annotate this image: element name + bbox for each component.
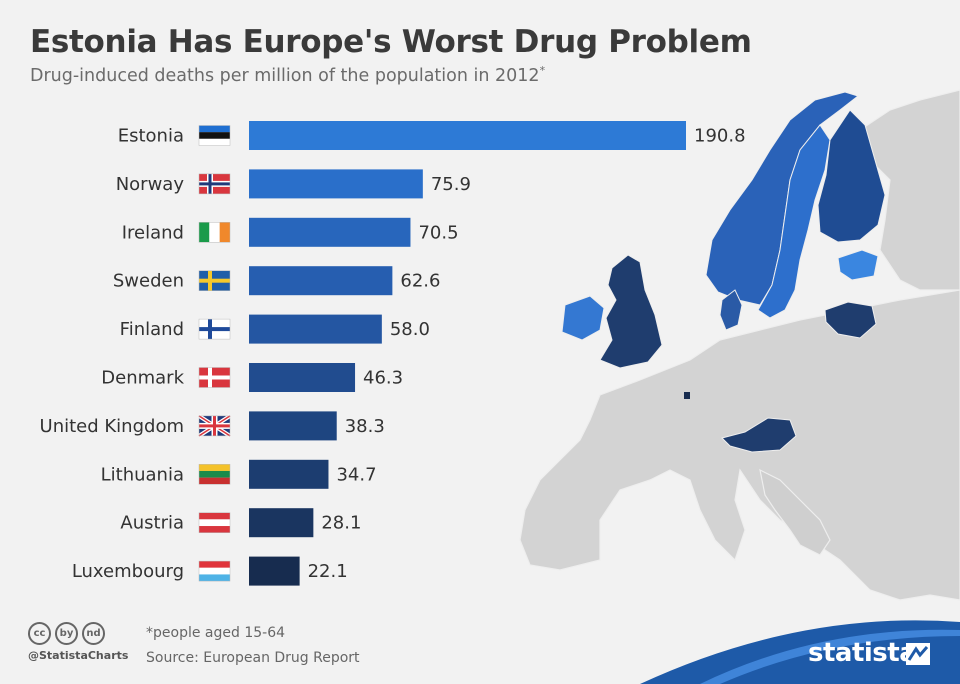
- value-label: 70.5: [418, 222, 458, 243]
- category-label: Denmark: [101, 368, 184, 389]
- bar[interactable]: [249, 363, 356, 392]
- value-label: 62.6: [400, 271, 440, 292]
- map-luxembourg: [684, 392, 690, 399]
- value-label: 38.3: [345, 416, 385, 437]
- category-label: Norway: [116, 174, 185, 195]
- bar[interactable]: [249, 266, 393, 296]
- source-note: Source: European Drug Report: [146, 650, 360, 666]
- category-label: Ireland: [122, 222, 184, 243]
- bars-layer: Estonia 190.8 Norway 75.9 Ireland 70.5 Sweden 6…: [40, 121, 746, 586]
- category-label: Finland: [120, 319, 184, 340]
- bar[interactable]: [249, 459, 329, 489]
- no-derivatives-icon[interactable]: nd: [82, 622, 105, 645]
- map-sweden: [757, 124, 831, 319]
- cc-icon[interactable]: cc: [28, 622, 51, 645]
- cc-icons: cc by nd: [28, 622, 128, 645]
- category-label: Austria: [120, 513, 184, 534]
- value-label: 28.1: [321, 513, 361, 534]
- austria-flag-icon: [198, 512, 231, 533]
- map-norway: [705, 91, 860, 306]
- category-label: Lithuania: [101, 464, 184, 485]
- uk-flag-icon: [197, 414, 232, 438]
- category-label: Estonia: [118, 126, 184, 147]
- luxembourg-flag-icon: [198, 560, 231, 582]
- value-label: 190.8: [694, 126, 746, 147]
- bar[interactable]: [249, 556, 300, 586]
- chart-title: Estonia Has Europe's Worst Drug Problem: [30, 24, 752, 60]
- map-denmark: [719, 289, 743, 331]
- estonia-flag-icon: [198, 125, 231, 146]
- lithuania-flag-icon: [198, 464, 231, 485]
- value-label: 75.9: [431, 174, 471, 195]
- subtitle-footnote-marker: *: [539, 64, 546, 77]
- map-land-east: [859, 89, 960, 291]
- attribution-icon[interactable]: by: [55, 622, 78, 645]
- map-estonia: [837, 249, 879, 281]
- statista-logo-icon: [906, 643, 930, 665]
- value-label: 22.1: [308, 561, 348, 582]
- license-block: cc by nd @StatistaCharts: [28, 622, 128, 662]
- finland-flag-icon: [198, 318, 231, 340]
- footer-swoosh-highlight: [700, 629, 960, 684]
- statista-logo-text[interactable]: statista: [808, 638, 917, 668]
- bar[interactable]: [249, 411, 337, 441]
- category-label: United Kingdom: [40, 416, 184, 437]
- twitter-handle[interactable]: @StatistaCharts: [28, 649, 129, 662]
- denmark-flag-icon: [198, 367, 231, 388]
- bar[interactable]: [249, 217, 411, 247]
- chart-subtitle: Drug-induced deaths per million of the p…: [30, 64, 545, 86]
- footnote: *people aged 15-64: [146, 625, 286, 641]
- map-austria: [721, 417, 797, 453]
- bar[interactable]: [249, 508, 314, 538]
- value-label: 46.3: [363, 368, 403, 389]
- subtitle-text: Drug-induced deaths per million of the p…: [30, 65, 540, 86]
- category-label: Luxembourg: [72, 561, 184, 582]
- norway-flag-icon: [198, 173, 231, 195]
- map-finland: [817, 109, 886, 243]
- map-land-italy: [759, 468, 831, 556]
- sweden-flag-icon: [198, 270, 231, 291]
- category-label: Sweden: [113, 271, 184, 292]
- bar[interactable]: [249, 169, 423, 199]
- map-lithuania: [824, 301, 877, 339]
- value-label: 34.7: [336, 464, 376, 485]
- bar[interactable]: [249, 314, 382, 344]
- map-uk: [599, 254, 663, 369]
- ireland-flag-icon: [198, 222, 231, 243]
- value-label: 58.0: [390, 319, 430, 340]
- map-ireland: [561, 295, 605, 341]
- bar[interactable]: [249, 121, 686, 150]
